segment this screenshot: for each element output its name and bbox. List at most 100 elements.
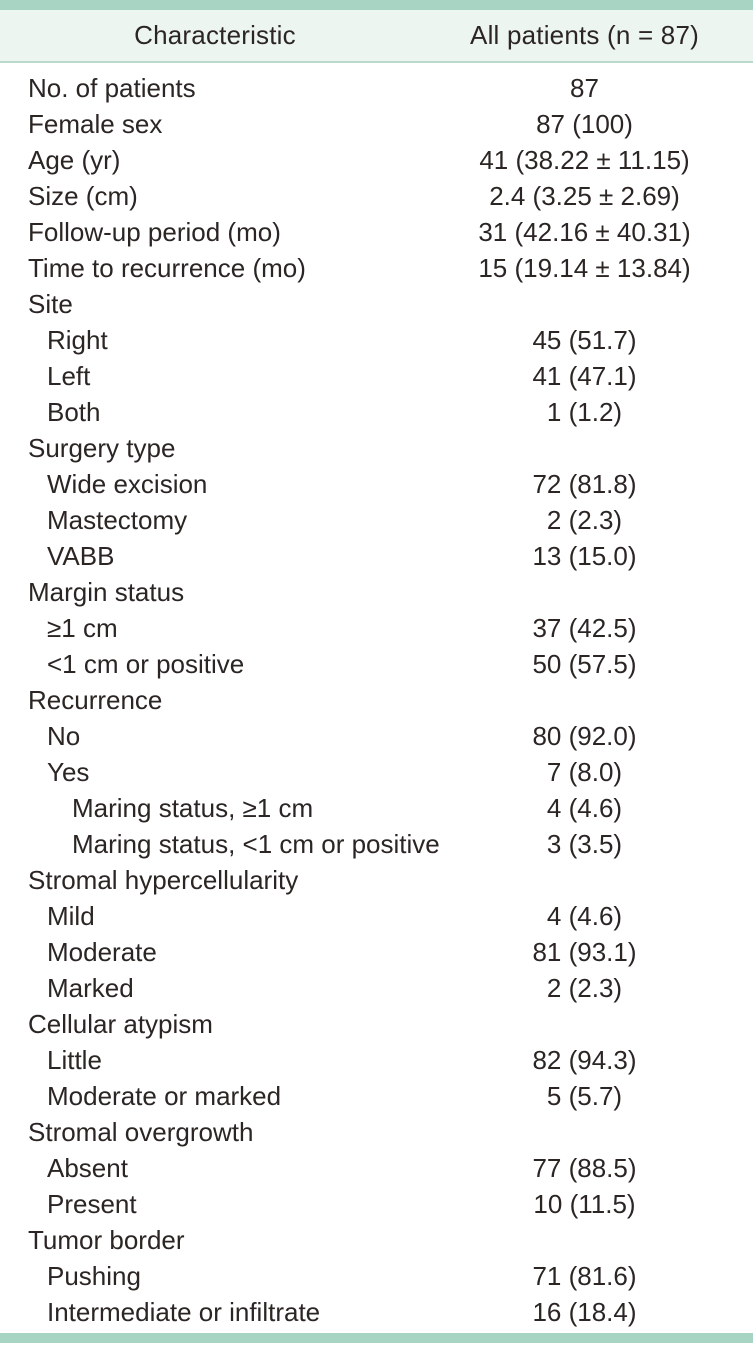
row-label: Both xyxy=(47,397,101,427)
table-row: Yes 7 (8.0) xyxy=(0,754,753,790)
row-label: Moderate xyxy=(47,937,157,967)
row-label: Little xyxy=(47,1045,102,1075)
row-label: Pushing xyxy=(47,1261,141,1291)
row-value: 45 (51.7) xyxy=(532,325,637,355)
row-value: 31 (42.16 ± 40.31) xyxy=(478,217,691,247)
row-label: Moderate or marked xyxy=(47,1081,282,1111)
row-label: Right xyxy=(47,325,108,355)
table-row: Stromal hypercellularity xyxy=(0,862,753,898)
row-value: 2 (2.3) xyxy=(546,505,623,535)
table-row: Site xyxy=(0,286,753,322)
row-label: Left xyxy=(47,361,91,391)
row-label: Site xyxy=(28,289,73,319)
row-label: Stromal hypercellularity xyxy=(28,865,299,895)
row-label: No xyxy=(47,721,81,751)
row-label: Yes xyxy=(47,757,90,787)
row-value: 2 (2.3) xyxy=(546,973,623,1003)
row-value: 87 (100) xyxy=(536,109,633,139)
row-value: 10 (11.5) xyxy=(533,1189,636,1219)
row-label: Stromal overgrowth xyxy=(28,1117,254,1147)
table-row: VABB 13 (15.0) xyxy=(0,538,753,574)
table-row: <1 cm or positive 50 (57.5) xyxy=(0,646,753,682)
row-value: 16 (18.4) xyxy=(532,1297,637,1327)
row-label: VABB xyxy=(47,541,115,571)
row-value: 80 (92.0) xyxy=(532,721,637,751)
row-label: Maring status, <1 cm or positive xyxy=(72,829,440,859)
row-label: Absent xyxy=(47,1153,128,1183)
row-label: ≥1 cm xyxy=(47,613,118,643)
table-row: Female sex 87 (100) xyxy=(0,106,753,142)
row-label: Present xyxy=(47,1189,137,1219)
table-row: Tumor border xyxy=(0,1222,753,1258)
table-row: Margin status xyxy=(0,574,753,610)
row-label: Mastectomy xyxy=(47,505,188,535)
table-row: Pushing 71 (81.6) xyxy=(0,1258,753,1294)
table-row: Size (cm) 2.4 (3.25 ± 2.69) xyxy=(0,178,753,214)
table-row: Maring status, ≥1 cm 4 (4.6) xyxy=(0,790,753,826)
table-row: No 80 (92.0) xyxy=(0,718,753,754)
row-label: <1 cm or positive xyxy=(47,649,245,679)
row-value: 81 (93.1) xyxy=(532,937,637,967)
table-row: Moderate 81 (93.1) xyxy=(0,934,753,970)
row-label: Follow-up period (mo) xyxy=(28,217,281,247)
row-value: 1 (1.2) xyxy=(546,397,623,427)
table-body: No. of patients 87 Female sex 87 (100) A… xyxy=(0,63,753,1330)
table-row: Absent 77 (88.5) xyxy=(0,1150,753,1186)
row-value: 5 (5.7) xyxy=(546,1081,623,1111)
table-row: Left 41 (47.1) xyxy=(0,358,753,394)
row-label: Recurrence xyxy=(28,685,163,715)
table-bottom-rule xyxy=(0,1333,753,1343)
table-row: Little 82 (94.3) xyxy=(0,1042,753,1078)
row-label: Intermediate or infiltrate xyxy=(47,1297,321,1327)
table-row: Moderate or marked 5 (5.7) xyxy=(0,1078,753,1114)
table-row: Cellular atypism xyxy=(0,1006,753,1042)
row-value: 4 (4.6) xyxy=(546,793,623,823)
row-label: Wide excision xyxy=(47,469,208,499)
row-label: Tumor border xyxy=(28,1225,185,1255)
table-row: Age (yr) 41 (38.22 ± 11.15) xyxy=(0,142,753,178)
row-value: 87 xyxy=(570,73,599,103)
row-value: 4 (4.6) xyxy=(546,901,623,931)
row-value: 3 (3.5) xyxy=(546,829,623,859)
row-value: 71 (81.6) xyxy=(532,1261,637,1291)
table-row: Stromal overgrowth xyxy=(0,1114,753,1150)
row-label: Maring status, ≥1 cm xyxy=(72,793,314,823)
row-label: Cellular atypism xyxy=(28,1009,213,1039)
row-value: 37 (42.5) xyxy=(532,613,637,643)
table-row: Marked 2 (2.3) xyxy=(0,970,753,1006)
row-label: Margin status xyxy=(28,577,185,607)
table-row: Mastectomy 2 (2.3) xyxy=(0,502,753,538)
column-header-all-patients: All patients (n = 87) xyxy=(470,20,699,50)
row-label: Marked xyxy=(47,973,134,1003)
table-top-rule xyxy=(0,0,753,10)
row-label: Surgery type xyxy=(28,433,176,463)
table-row: Follow-up period (mo) 31 (42.16 ± 40.31) xyxy=(0,214,753,250)
table-row: Present 10 (11.5) xyxy=(0,1186,753,1222)
row-value: 15 (19.14 ± 13.84) xyxy=(478,253,691,283)
row-label: Size (cm) xyxy=(28,181,138,211)
row-value: 50 (57.5) xyxy=(532,649,637,679)
table-row: Mild 4 (4.6) xyxy=(0,898,753,934)
table-row: Wide excision 72 (81.8) xyxy=(0,466,753,502)
row-value: 41 (47.1) xyxy=(532,361,637,391)
table-row: Recurrence xyxy=(0,682,753,718)
table-row: Time to recurrence (mo) 15 (19.14 ± 13.8… xyxy=(0,250,753,286)
row-value: 7 (8.0) xyxy=(546,757,623,787)
table-row: Surgery type xyxy=(0,430,753,466)
row-value: 72 (81.8) xyxy=(532,469,637,499)
table-row: Both 1 (1.2) xyxy=(0,394,753,430)
table-row: No. of patients 87 xyxy=(0,70,753,106)
row-label: No. of patients xyxy=(28,73,196,103)
row-value: 77 (88.5) xyxy=(532,1153,637,1183)
row-value: 13 (15.0) xyxy=(532,541,637,571)
row-value: 82 (94.3) xyxy=(532,1045,637,1075)
row-label: Age (yr) xyxy=(28,145,121,175)
row-value: 41 (38.22 ± 11.15) xyxy=(479,145,690,175)
row-value: 2.4 (3.25 ± 2.69) xyxy=(489,181,680,211)
table-header-row: Characteristic All patients (n = 87) xyxy=(0,10,753,63)
row-label: Time to recurrence (mo) xyxy=(28,253,306,283)
column-header-characteristic: Characteristic xyxy=(134,20,296,50)
row-label: Mild xyxy=(47,901,95,931)
table-row: ≥1 cm 37 (42.5) xyxy=(0,610,753,646)
